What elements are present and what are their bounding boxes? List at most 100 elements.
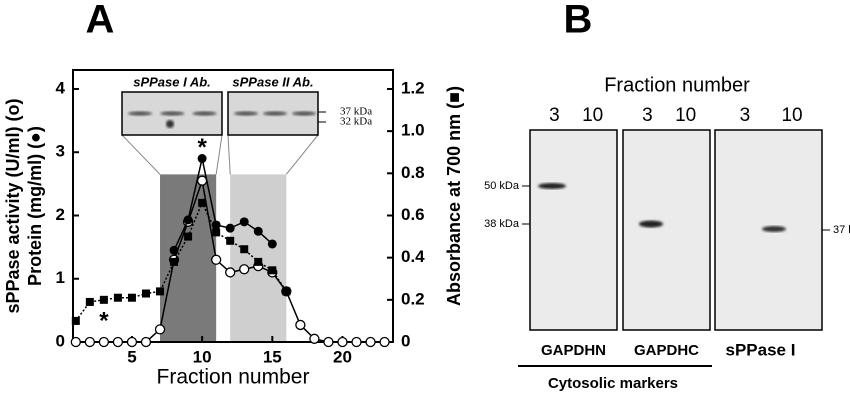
data-point [98,336,110,348]
data-point [240,245,249,254]
blot-panel [622,129,711,331]
data-point [85,297,94,306]
y2-tick-label: 0 [401,331,410,350]
y2-tick-label: 0.4 [401,247,425,266]
annotation: * [99,307,109,334]
data-point [225,267,236,278]
lane-label: 10 [675,105,696,126]
connector [121,134,161,175]
blot-marker: 50 kDa [484,180,520,192]
data-point [295,319,306,331]
data-point [323,336,334,348]
x-tick-label: 20 [333,347,352,366]
data-point [183,215,193,225]
blot-band [639,220,663,228]
data-point [351,336,362,348]
data-point [99,295,108,304]
group-label: GAPDHN [541,342,606,359]
blot-band [234,111,258,116]
data-point [309,333,320,344]
data-point [184,232,193,241]
data-point [379,336,390,348]
blot-marker: 38 kDa [484,218,520,230]
blot-band [292,111,317,116]
y2-tick-label: 0.8 [401,163,425,182]
y-tick-label: 2 [56,205,65,224]
y2-tick-label: 1.0 [401,121,425,140]
data-point [365,336,376,348]
data-point [170,257,179,266]
inset-marker: 32 kDa [340,116,372,128]
x-tick-label: 15 [263,347,282,366]
lane-label: 3 [549,105,560,126]
data-point [112,336,124,348]
blot-title: Fraction number [604,74,750,96]
blot-band [762,226,786,232]
x-axis-label: Fraction number [157,366,310,389]
data-point [126,336,138,348]
y-tick-label: 3 [56,142,65,161]
data-point [84,336,95,348]
data-point [197,154,207,164]
data-point [140,336,152,348]
data-point [282,287,291,296]
data-point [337,336,348,348]
blot-band [263,111,288,116]
lane-label: 10 [781,105,802,126]
data-point [169,245,179,255]
data-point [156,287,165,296]
group-label: GAPDHC [634,342,699,359]
inset-label: sPPase II Ab. [232,74,313,89]
data-point [198,198,207,207]
x-tick-label: 5 [127,347,136,366]
y2-tick-label: 0.6 [401,205,425,224]
data-point [254,257,263,266]
data-point [225,223,235,233]
data-point [226,236,235,245]
y-tick-label: 1 [56,268,65,287]
lane-label: 10 [582,105,603,126]
panel-label: A [86,0,115,42]
data-point [196,175,208,186]
y-axis-label: Protein (mg/ml) (●) [25,126,45,286]
y2-tick-label: 1.2 [401,78,425,97]
connector [227,134,231,175]
panel-label: B [564,0,593,42]
blot-band [192,111,217,116]
blot-spot [166,120,174,128]
data-point [113,293,122,302]
lane-label: 3 [740,105,751,126]
blot-band [128,111,152,116]
blot-panel [529,129,618,331]
blot-band [160,111,185,116]
data-point [239,217,249,227]
annotation: * [197,134,207,161]
blot-band [538,183,566,189]
data-point [253,226,263,236]
data-point [71,316,80,325]
blot-marker: 37 kDa [833,224,850,236]
data-point [154,324,166,335]
y-axis-label: sPPase activity (U/ml) (o) [3,98,23,313]
data-point [239,264,250,275]
data-point [141,289,150,298]
data-point [268,266,277,275]
x-tick-label: 10 [193,347,212,366]
data-point [212,228,221,237]
inset-marker: 37 kDa [340,106,372,118]
data-point [211,254,222,265]
connector [215,134,223,175]
group-caption: Cytosolic markers [548,375,678,392]
y2-tick-label: 0.2 [401,289,425,308]
plot-frame [72,69,394,343]
inset-label: sPPase I Ab. [133,74,211,89]
lane-label: 3 [642,105,653,126]
data-point [267,239,277,249]
group-label: sPPase I [726,340,796,359]
y2-axis-label: Absorbance at 700 nm (■) [444,86,464,306]
shaded-region [160,174,217,342]
data-point [70,336,81,348]
connector [285,134,319,175]
data-point [127,293,136,302]
